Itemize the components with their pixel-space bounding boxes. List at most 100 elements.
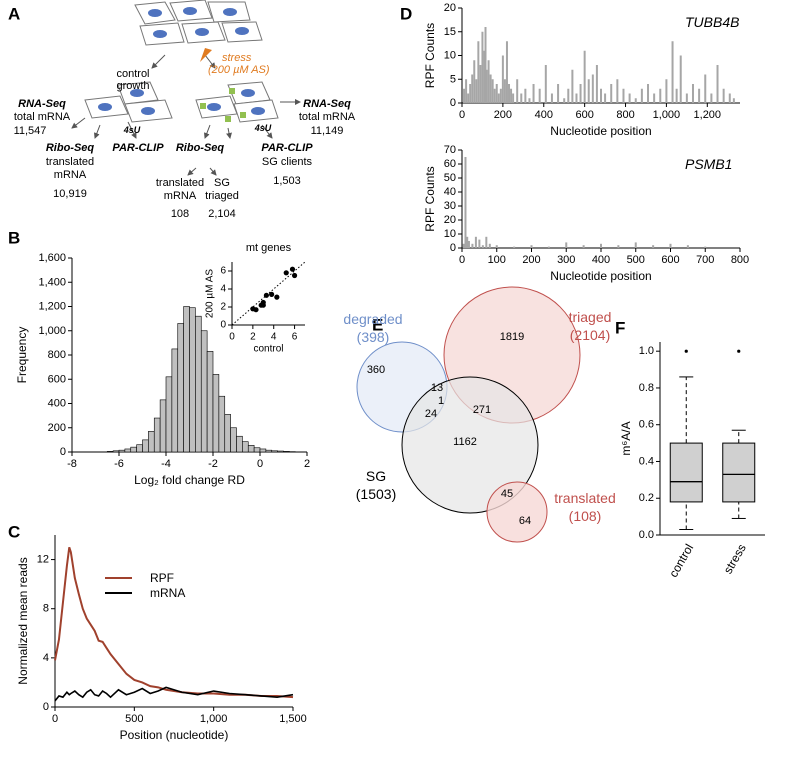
bar: [600, 243, 602, 248]
box: [722, 442, 756, 503]
reference-line: [231, 261, 306, 326]
x-tick-label: 800: [616, 109, 634, 121]
region-count: 271: [473, 404, 491, 416]
bar: [728, 93, 731, 103]
bar: [183, 306, 190, 453]
y-tick-label: 10: [444, 228, 456, 240]
y-tick-label: 0: [220, 320, 226, 331]
bar: [634, 98, 637, 103]
bar: [106, 451, 114, 453]
set-count: (398): [357, 329, 390, 345]
label: (200 µM AS): [208, 64, 270, 76]
y-tick-label: 6: [220, 266, 226, 277]
x-tick-label: 500: [125, 713, 143, 725]
y-axis-label: m⁶A/A: [619, 421, 633, 455]
region-count: 24: [425, 408, 437, 420]
bar: [247, 445, 255, 453]
point: [263, 292, 270, 298]
x-tick-label: 600: [661, 254, 679, 266]
panel-label: B: [8, 229, 20, 248]
outlier: [684, 349, 688, 353]
point: [269, 291, 275, 297]
bar: [483, 50, 486, 103]
y-tick-label: 4: [43, 652, 49, 664]
bar: [565, 242, 568, 248]
bar: [582, 245, 585, 248]
y-tick-label: 200: [48, 422, 66, 434]
region-count: 1819: [500, 331, 524, 343]
set-name: SG: [366, 468, 386, 484]
y-axis-label: Normalized mean reads: [16, 557, 30, 684]
bar: [259, 448, 267, 453]
y-tick-label: 1,200: [38, 301, 66, 313]
label: 11,547: [14, 125, 47, 137]
label: total mRNA: [299, 111, 356, 123]
x-tick-label: 600: [575, 109, 593, 121]
x-tick-label: 800: [731, 254, 749, 266]
set-name: triaged: [569, 309, 612, 325]
y-tick-label: 0: [43, 701, 49, 713]
bar: [528, 98, 531, 103]
bar: [575, 93, 578, 103]
x-tick-label: 200: [522, 254, 540, 266]
bar: [200, 330, 208, 453]
bar: [600, 88, 602, 103]
x-tick-label: 1,500: [279, 713, 307, 725]
bar: [503, 79, 506, 103]
bar: [530, 245, 533, 248]
bar: [595, 65, 598, 103]
y-tick-label: 1,600: [38, 252, 66, 264]
bar: [488, 243, 491, 248]
label: 10,919: [53, 188, 87, 200]
bar: [489, 74, 492, 103]
bar: [508, 84, 511, 103]
bar: [547, 246, 550, 248]
region-count: 1162: [453, 436, 477, 448]
legend-label: mRNA: [150, 586, 185, 600]
panel-label: F: [615, 319, 625, 338]
bar: [477, 41, 480, 103]
region-count: 13: [431, 382, 443, 394]
bar: [653, 93, 656, 103]
x-tick-label: 1,000: [200, 713, 228, 725]
label: PAR-CLIP: [261, 142, 313, 154]
y-tick-label: 0.8: [639, 382, 654, 394]
bar: [130, 446, 137, 453]
bar: [206, 351, 214, 453]
y-tick-label: 0.6: [639, 419, 654, 431]
label: control: [116, 68, 149, 80]
x-tick-label: 0: [257, 458, 263, 470]
y-tick-label: 30: [444, 200, 456, 212]
y-tick-label: 0: [60, 446, 66, 458]
panel-label: D: [400, 5, 412, 24]
point: [253, 307, 259, 313]
bar: [716, 65, 719, 103]
bar: [617, 245, 620, 248]
bar: [532, 84, 535, 103]
bar: [136, 444, 143, 453]
bar: [462, 243, 465, 248]
label: RNA-Seq: [303, 98, 351, 110]
bar: [487, 60, 490, 103]
bar: [474, 236, 477, 248]
y-axis-label: RPF Counts: [423, 166, 437, 231]
label: SG: [214, 177, 230, 189]
x-tick-label: -8: [67, 458, 77, 470]
x-tick-label: 1,000: [653, 109, 681, 121]
bar: [112, 450, 120, 453]
bar: [591, 74, 594, 103]
x-tick-label: control: [666, 542, 696, 580]
bar: [253, 447, 261, 453]
y-tick-label: 0.4: [639, 455, 654, 467]
x-axis-label: Nucleotide position: [550, 124, 651, 138]
set-name: translated: [554, 490, 615, 506]
set-count: (108): [569, 508, 602, 524]
y-axis-label: RPF Counts: [423, 23, 437, 88]
label: translated: [46, 156, 94, 168]
bar: [224, 414, 231, 453]
bar: [148, 431, 155, 453]
bar: [510, 88, 513, 103]
label: stress: [222, 52, 252, 64]
label: triaged: [205, 190, 239, 202]
x-tick-label: 0: [459, 254, 465, 266]
